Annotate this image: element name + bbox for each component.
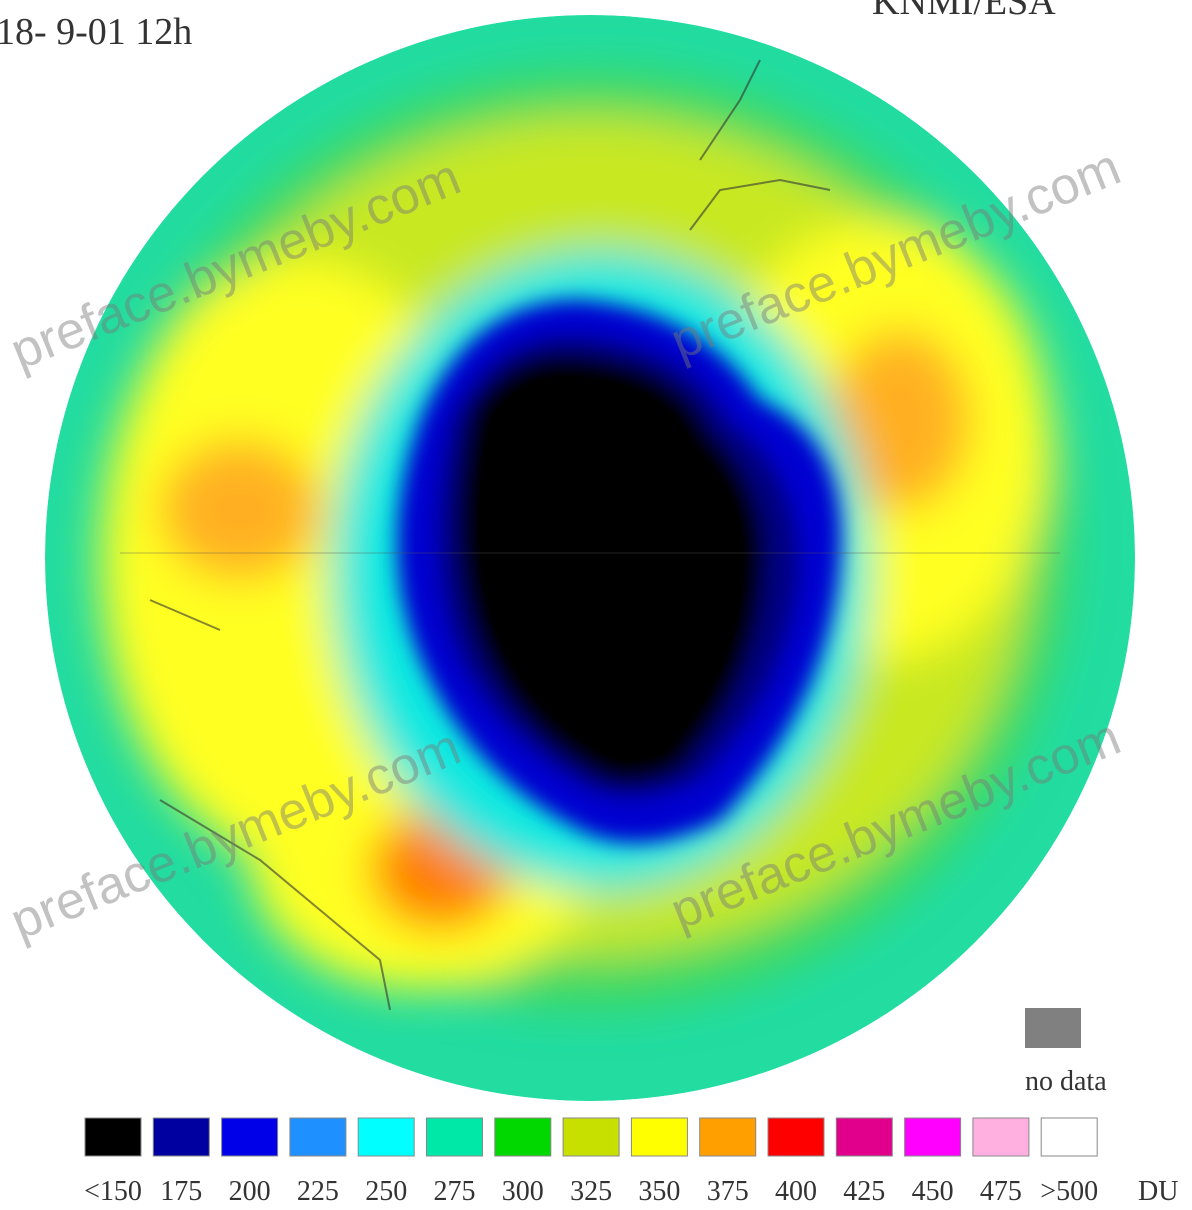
legend-label: 200 bbox=[229, 1176, 271, 1207]
orange-west bbox=[160, 440, 320, 580]
legend-swatch bbox=[290, 1118, 346, 1156]
legend-swatch bbox=[427, 1118, 483, 1156]
legend-label: >500 bbox=[1040, 1176, 1098, 1207]
legend-label: 300 bbox=[502, 1176, 544, 1207]
ozone-map: 18- 9-01 12h KNMI/ESA preface.bymeby.com… bbox=[0, 0, 1192, 1210]
source-label: KNMI/ESA bbox=[872, 0, 1056, 23]
legend-label: 425 bbox=[843, 1176, 885, 1207]
legend-label: 375 bbox=[707, 1176, 749, 1207]
no-data-swatch bbox=[1025, 1008, 1081, 1048]
legend-label: 225 bbox=[297, 1176, 339, 1207]
legend-swatch bbox=[905, 1118, 961, 1156]
legend-label: <150 bbox=[84, 1176, 142, 1207]
legend-swatch bbox=[222, 1118, 278, 1156]
legend-label: 250 bbox=[365, 1176, 407, 1207]
legend: <150 175 200 225 250 275 300 325 350 375 400 425 450… bbox=[84, 1118, 1098, 1207]
legend-label: 275 bbox=[434, 1176, 476, 1207]
legend-label: 325 bbox=[570, 1176, 612, 1207]
legend-swatch bbox=[153, 1118, 209, 1156]
legend-label: 350 bbox=[638, 1176, 680, 1207]
legend-swatch bbox=[700, 1118, 756, 1156]
legend-swatch bbox=[768, 1118, 824, 1156]
legend-label: 475 bbox=[980, 1176, 1022, 1207]
legend-swatch bbox=[631, 1118, 687, 1156]
legend-swatch bbox=[85, 1118, 141, 1156]
date-label: 18- 9-01 12h bbox=[0, 11, 192, 53]
no-data-label: no data bbox=[1025, 1066, 1107, 1097]
legend-label: 400 bbox=[775, 1176, 817, 1207]
ozone-field bbox=[45, 15, 1135, 1101]
legend-swatch bbox=[836, 1118, 892, 1156]
legend-label: 450 bbox=[912, 1176, 954, 1207]
legend-swatch bbox=[495, 1118, 551, 1156]
legend-swatch bbox=[973, 1118, 1029, 1156]
legend-swatch bbox=[358, 1118, 414, 1156]
legend-swatch bbox=[1041, 1118, 1097, 1156]
legend-swatch bbox=[563, 1118, 619, 1156]
unit-label: DU bbox=[1138, 1176, 1178, 1207]
page: 18- 9-01 12h KNMI/ESA preface.bymeby.com… bbox=[0, 0, 1192, 1210]
legend-label: 175 bbox=[160, 1176, 202, 1207]
